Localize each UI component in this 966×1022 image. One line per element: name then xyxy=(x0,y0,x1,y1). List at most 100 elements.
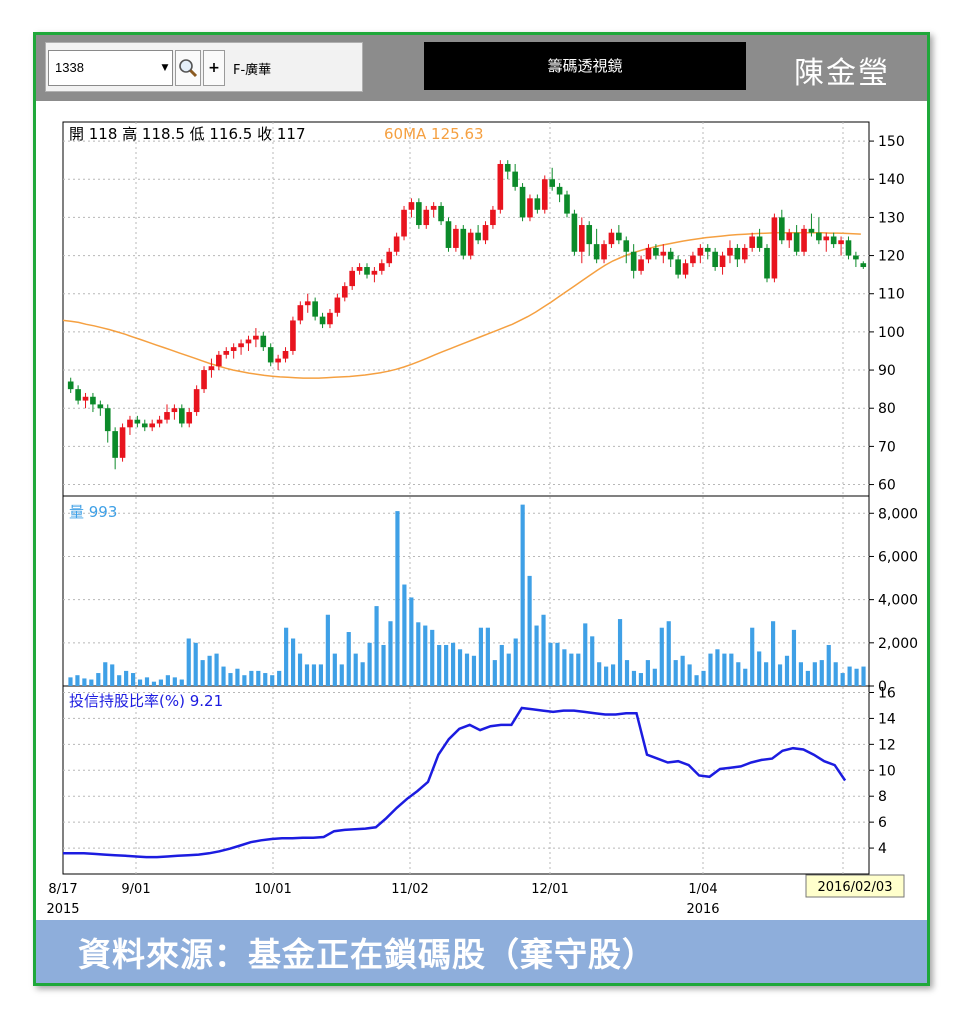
candle-body xyxy=(719,255,726,268)
x-tick-label: 9/01 xyxy=(121,882,150,897)
x-tick-label: 1/04 xyxy=(688,882,717,897)
volume-bar xyxy=(492,660,497,686)
candle-body xyxy=(453,228,459,248)
volume-bar xyxy=(847,666,852,686)
candle-body xyxy=(179,408,185,424)
candle-body xyxy=(675,259,681,275)
magnifier-icon[interactable] xyxy=(175,50,201,86)
candle-body xyxy=(297,305,304,321)
volume-bar xyxy=(207,655,212,686)
candle-body xyxy=(497,163,504,210)
volume-bar xyxy=(736,662,741,686)
candle-body xyxy=(223,350,230,355)
candle-body xyxy=(630,251,637,271)
candle-body xyxy=(541,179,548,210)
volume-bar xyxy=(854,668,859,686)
volume-tick-label: 0 xyxy=(878,679,887,695)
volume-bar xyxy=(652,668,657,686)
candle-body xyxy=(371,270,378,275)
candle-body xyxy=(801,228,807,252)
volume-bar xyxy=(75,675,80,686)
candle-body xyxy=(727,247,733,256)
volume-bar xyxy=(631,670,637,686)
candle-body xyxy=(816,232,822,241)
volume-bar xyxy=(444,644,449,686)
candle-body xyxy=(312,301,318,317)
volume-bar xyxy=(645,660,650,686)
candle-body xyxy=(82,396,89,401)
volume-bar xyxy=(395,511,400,686)
candle-body xyxy=(156,419,163,424)
volume-bar xyxy=(186,638,191,686)
volume-bar xyxy=(638,673,643,686)
page-title: 籌碼透視鏡 xyxy=(424,42,746,90)
volume-bar xyxy=(499,644,504,686)
volume-bar xyxy=(291,638,296,686)
volume-bar xyxy=(715,649,720,686)
candle-body xyxy=(349,270,355,287)
candle-body xyxy=(704,247,711,252)
candle-body xyxy=(490,209,496,226)
volume-bar xyxy=(826,644,831,686)
volume-bar xyxy=(311,664,317,686)
volume-bar xyxy=(89,679,94,686)
candle-body xyxy=(75,389,81,401)
volume-bar xyxy=(777,664,783,686)
candle-body xyxy=(667,251,674,260)
volume-bar xyxy=(437,644,442,686)
volume-tick-label: 6,000 xyxy=(878,549,918,565)
candle-body xyxy=(549,179,555,187)
volume-bar xyxy=(110,664,115,686)
volume-bar xyxy=(513,638,518,686)
volume-bar xyxy=(200,660,205,686)
volume-bar xyxy=(541,614,546,686)
volume-bar xyxy=(388,621,393,686)
candle-body xyxy=(586,225,593,245)
source-bar xyxy=(36,920,927,983)
volume-bar xyxy=(576,653,581,686)
candle-body xyxy=(401,209,407,237)
price-tick-label: 130 xyxy=(878,210,905,226)
candle-body xyxy=(764,247,770,279)
chevron-down-icon[interactable]: ▼ xyxy=(161,63,169,73)
price-tick-label: 110 xyxy=(878,287,905,303)
add-button[interactable]: + xyxy=(203,50,225,86)
candle-body xyxy=(653,247,659,256)
volume-bar xyxy=(256,670,261,686)
volume-bar xyxy=(360,662,365,686)
candle-body xyxy=(564,194,570,214)
candle-body xyxy=(660,251,667,256)
candle-body xyxy=(608,232,615,245)
volume-bar xyxy=(131,673,136,686)
volume-bar xyxy=(729,653,734,686)
price-tick-label: 100 xyxy=(878,325,905,341)
volume-bar xyxy=(332,653,337,686)
volume-bar xyxy=(228,673,233,686)
ratio-tick-label: 14 xyxy=(878,711,896,727)
candle-body xyxy=(823,236,830,241)
candle-body xyxy=(534,198,541,210)
volume-bar xyxy=(277,670,282,686)
volume-bar xyxy=(82,678,87,686)
volume-bar xyxy=(694,675,699,686)
volume-bar xyxy=(833,662,838,686)
candle-body xyxy=(527,198,533,218)
candle-body xyxy=(97,404,104,409)
candle-body xyxy=(571,213,578,252)
ratio-legend: 投信持股比率(%) 9.21 xyxy=(69,692,223,710)
candle-body xyxy=(616,232,622,241)
volume-bar xyxy=(520,504,525,686)
stock-code-input[interactable]: 1338 xyxy=(48,50,173,86)
volume-tick-label: 4,000 xyxy=(878,593,918,609)
volume-bar xyxy=(402,584,407,686)
candle-body xyxy=(445,221,452,248)
price-tick-label: 120 xyxy=(878,249,905,265)
volume-bar xyxy=(555,642,560,686)
volume-bar xyxy=(451,642,456,686)
x-tick-label: 8/17 xyxy=(48,882,77,897)
candle-body xyxy=(793,232,800,252)
volume-bar xyxy=(562,649,567,686)
candle-body xyxy=(386,251,393,264)
volume-bar xyxy=(673,660,678,686)
